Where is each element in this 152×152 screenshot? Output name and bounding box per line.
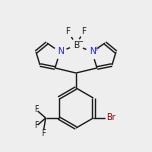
Text: N: N: [57, 47, 63, 57]
Text: Br: Br: [106, 114, 116, 123]
Text: F: F: [41, 128, 46, 138]
Text: +: +: [93, 46, 99, 52]
Text: F: F: [66, 26, 70, 36]
Text: F: F: [35, 121, 39, 131]
Text: −: −: [77, 39, 83, 45]
Text: N: N: [89, 47, 95, 57]
Text: F: F: [35, 105, 39, 114]
Text: B: B: [73, 40, 79, 50]
Text: F: F: [82, 26, 86, 36]
